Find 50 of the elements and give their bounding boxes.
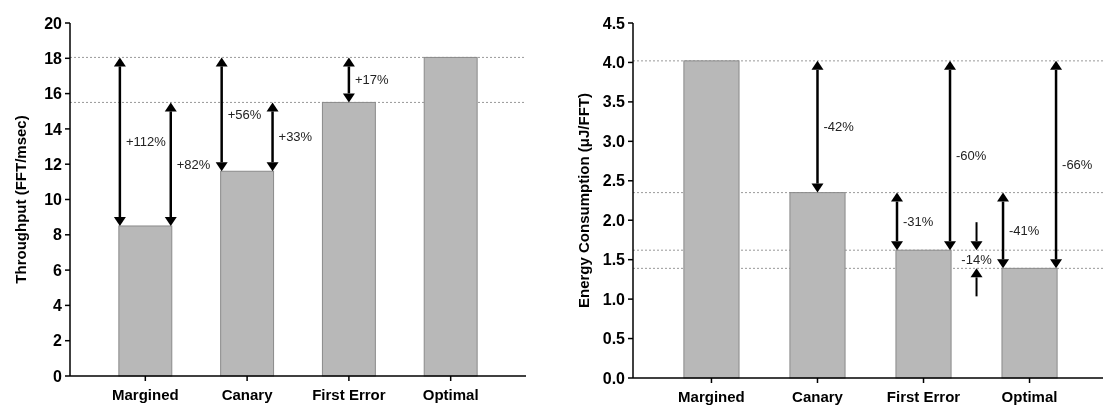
y-tick-label: 1.5 (602, 251, 626, 269)
y-tick-label: 3.0 (602, 132, 626, 150)
bar (220, 170, 275, 377)
bar (895, 249, 952, 379)
annotation: +33% (278, 129, 313, 145)
y-tick-label: 4.0 (602, 54, 626, 72)
bar (789, 192, 846, 379)
x-tick-label: Margined (678, 388, 745, 405)
x-tick-label: First Error (886, 388, 961, 405)
bar (1001, 267, 1058, 379)
annotation: -41% (1009, 223, 1040, 239)
bar (423, 56, 478, 377)
y-tick-label: 18 (44, 49, 63, 67)
annotation: +112% (125, 134, 167, 150)
x-tick-label: Optimal (1001, 388, 1058, 405)
y-tick-label: 12 (44, 155, 63, 173)
x-tick-label: Canary (221, 386, 274, 403)
annotation: -31% (903, 213, 934, 229)
y-tick-label: 16 (44, 85, 63, 103)
annotation: +17% (354, 72, 389, 88)
y-tick-label: 1.0 (602, 290, 626, 308)
annotation: -14% (961, 251, 993, 267)
y-tick-label: 10 (44, 191, 63, 209)
y-tick-label: 4.5 (602, 14, 626, 32)
y-tick-label: 3.5 (602, 93, 626, 111)
y-tick-label: 0.0 (602, 369, 626, 387)
y-tick-label: 4 (53, 297, 63, 314)
annotation: +82% (176, 156, 211, 172)
y-tick-label: 6 (53, 261, 63, 279)
annotation: -60% (956, 148, 987, 164)
annotation: -42% (823, 119, 855, 135)
y-tick-label: 8 (53, 226, 63, 244)
bar (321, 101, 376, 377)
y-tick-label: 2.5 (602, 172, 626, 190)
x-tick-label: First Error (312, 386, 386, 403)
x-tick-label: Margined (111, 386, 179, 403)
x-tick-label: Canary (792, 388, 844, 405)
y-tick-label: 0.5 (602, 330, 626, 348)
annotation: -66% (1062, 157, 1093, 173)
y-axis-title: Energy Consumption (μJ/FFT) (575, 92, 592, 309)
x-tick-label: Optimal (422, 386, 479, 403)
y-axis-title: Throughput (FFT/msec) (12, 115, 29, 284)
y-tick-label: 14 (44, 120, 63, 138)
y-tick-label: 0 (53, 367, 63, 385)
bar (683, 60, 740, 379)
y-tick-label: 2 (53, 332, 63, 350)
y-tick-label: 20 (44, 14, 63, 32)
bar (118, 225, 173, 377)
annotation: +56% (227, 106, 262, 122)
y-tick-label: 2.0 (602, 211, 626, 229)
